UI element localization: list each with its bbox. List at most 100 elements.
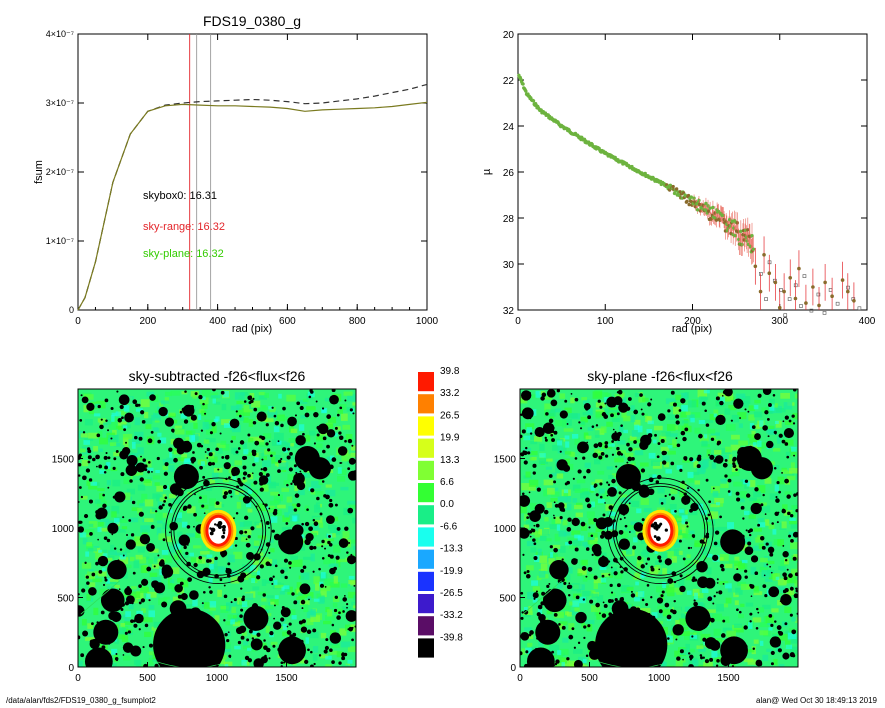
noise-pixel [84, 637, 95, 641]
star-mask [586, 503, 592, 509]
noise-pixel [786, 475, 796, 481]
core-mask [217, 520, 223, 526]
star-mask [224, 632, 228, 637]
star-mask [206, 447, 210, 452]
star-mask [119, 548, 123, 551]
star-mask [647, 433, 653, 438]
noise-pixel [86, 480, 93, 486]
noise-pixel [683, 632, 694, 641]
noise-pixel [352, 517, 356, 524]
star-mask [326, 414, 332, 420]
star-mask [675, 420, 680, 425]
noise-pixel [290, 443, 295, 447]
star-mask [593, 443, 599, 449]
noise-pixel [205, 438, 216, 443]
star-mask [251, 472, 254, 475]
star-mask [200, 429, 204, 432]
noise-pixel [154, 482, 160, 486]
star-mask [78, 520, 82, 524]
noise-pixel [82, 446, 92, 455]
noise-pixel [90, 481, 98, 486]
noise-pixel [626, 586, 634, 591]
noise-pixel [143, 479, 151, 483]
star-mask [110, 407, 114, 411]
noise-pixel [264, 605, 274, 610]
star-mask [550, 399, 558, 407]
noise-pixel [100, 494, 106, 503]
mu-point [708, 206, 712, 210]
noise-pixel [679, 648, 690, 656]
large-mask [107, 559, 127, 580]
star-mask [613, 396, 623, 406]
star-mask [607, 487, 617, 497]
noise-pixel [775, 576, 780, 580]
star-mask [309, 545, 314, 551]
noise-pixel [98, 437, 108, 445]
noise-pixel [606, 421, 613, 427]
star-mask [327, 540, 331, 545]
noise-pixel [634, 450, 644, 456]
star-mask [568, 634, 574, 640]
noise-pixel [543, 479, 554, 486]
star-mask [671, 496, 675, 501]
star-mask [533, 524, 536, 527]
noise-pixel [209, 498, 216, 506]
noise-pixel [247, 508, 253, 513]
star-mask [553, 430, 558, 435]
star-mask [534, 427, 545, 438]
mu-outer-point [753, 264, 758, 269]
noise-pixel [525, 471, 531, 478]
star-mask [299, 470, 302, 473]
noise-pixel [124, 451, 133, 459]
noise-pixel [575, 502, 583, 507]
noise-pixel [702, 521, 709, 529]
star-mask [773, 430, 777, 434]
star-mask [277, 493, 281, 497]
noise-pixel [612, 414, 618, 422]
noise-pixel [673, 548, 680, 556]
star-mask [614, 598, 618, 602]
noise-pixel [574, 504, 583, 510]
noise-pixel [113, 451, 121, 457]
noise-pixel [297, 487, 305, 496]
star-mask [280, 607, 291, 618]
noise-pixel [740, 491, 748, 499]
noise-pixel [777, 600, 783, 606]
noise-pixel [583, 432, 589, 439]
star-mask [81, 588, 86, 593]
star-mask [194, 493, 196, 496]
star-mask [291, 592, 295, 596]
star-mask [199, 496, 202, 500]
mask-outline [522, 580, 562, 615]
star-mask [747, 410, 750, 413]
noise-pixel [531, 580, 539, 586]
star-mask [593, 485, 597, 488]
star-mask [91, 622, 94, 626]
noise-pixel [680, 522, 690, 530]
noise-pixel [288, 506, 294, 514]
colorbar-label: -33.2 [440, 610, 463, 621]
core-mask [213, 523, 217, 526]
star-mask [782, 589, 787, 594]
noise-pixel [329, 538, 335, 542]
colorbar-swatch [418, 372, 434, 392]
large-mask [278, 636, 306, 665]
noise-pixel [631, 500, 640, 507]
noise-pixel [185, 430, 193, 435]
noise-pixel [785, 451, 791, 456]
star-mask [562, 508, 566, 512]
noise-pixel [146, 593, 151, 599]
noise-pixel [280, 574, 287, 579]
noise-pixel [726, 630, 736, 638]
mu-point [735, 221, 740, 225]
noise-pixel [753, 545, 762, 551]
noise-pixel [643, 508, 652, 513]
star-mask [247, 535, 251, 539]
noise-pixel [329, 581, 340, 588]
noise-pixel [310, 608, 316, 617]
noise-pixel [255, 438, 265, 445]
star-mask [782, 652, 790, 660]
noise-pixel [543, 489, 548, 497]
star-mask [786, 455, 790, 459]
star-mask [603, 604, 608, 608]
